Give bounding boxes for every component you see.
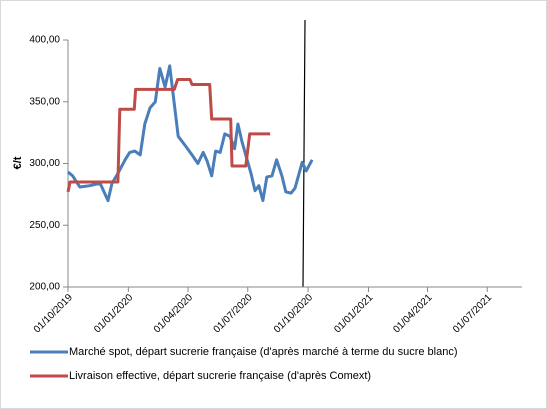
vertical-marker (302, 19, 306, 288)
legend-label: Livraison effective, départ sucrerie fra… (69, 370, 371, 382)
series-line (67, 64, 314, 203)
y-tick-label: 250,00 (29, 220, 60, 231)
y-tick-label: 400,00 (29, 35, 60, 46)
series-line (66, 78, 271, 193)
y-axis-label: €/t (12, 156, 24, 169)
y-tick-label: 200,00 (29, 282, 60, 293)
legend-label: Marché spot, départ sucrerie française (… (69, 346, 458, 358)
y-tick-label: 350,00 (29, 96, 60, 107)
y-tick-label: 300,00 (29, 158, 60, 169)
